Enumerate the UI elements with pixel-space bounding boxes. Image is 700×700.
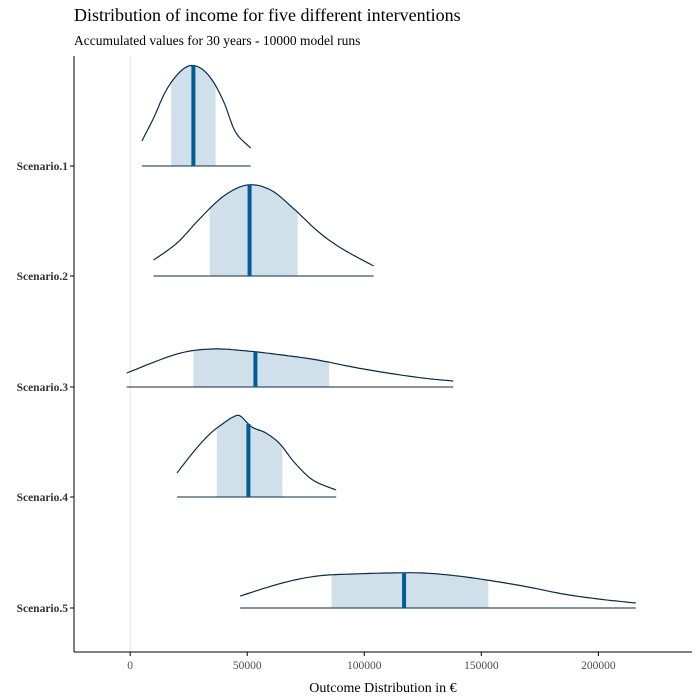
chart-subtitle: Accumulated values for 30 years - 10000 …	[74, 33, 361, 48]
interval-band	[209, 184, 298, 276]
ridge-scenario-1	[141, 64, 252, 167]
ridge-scenario-4	[176, 414, 337, 498]
y-tick-label: Scenario.5	[17, 603, 69, 615]
interval-band	[193, 348, 330, 387]
interval-band	[331, 572, 489, 608]
y-tick-label: Scenario.1	[17, 161, 69, 173]
x-tick-label: 0	[127, 660, 133, 672]
y-tick-label: Scenario.4	[17, 492, 69, 504]
y-tick-label: Scenario.2	[17, 271, 69, 283]
x-tick-label: 100000	[347, 660, 382, 672]
density-curve	[153, 184, 374, 267]
chart-title: Distribution of income for five differen…	[74, 5, 461, 25]
density-curve	[240, 572, 636, 604]
axes: Scenario.1 Scenario.2 Scenario.3 Scenario.4…	[17, 56, 692, 672]
ridge-scenario-3	[126, 348, 454, 388]
density-curve	[176, 414, 337, 491]
ridge-scenario-2	[153, 184, 374, 277]
density-curve	[126, 348, 454, 382]
plot-area	[126, 56, 636, 652]
ridge-scenario-5	[240, 572, 636, 609]
y-tick-label: Scenario.3	[17, 382, 69, 394]
x-tick-label: 150000	[464, 660, 499, 672]
x-axis-label: Outcome Distribution in €	[309, 681, 456, 696]
x-tick-label: 50000	[233, 660, 262, 672]
x-tick-label: 200000	[581, 660, 616, 672]
